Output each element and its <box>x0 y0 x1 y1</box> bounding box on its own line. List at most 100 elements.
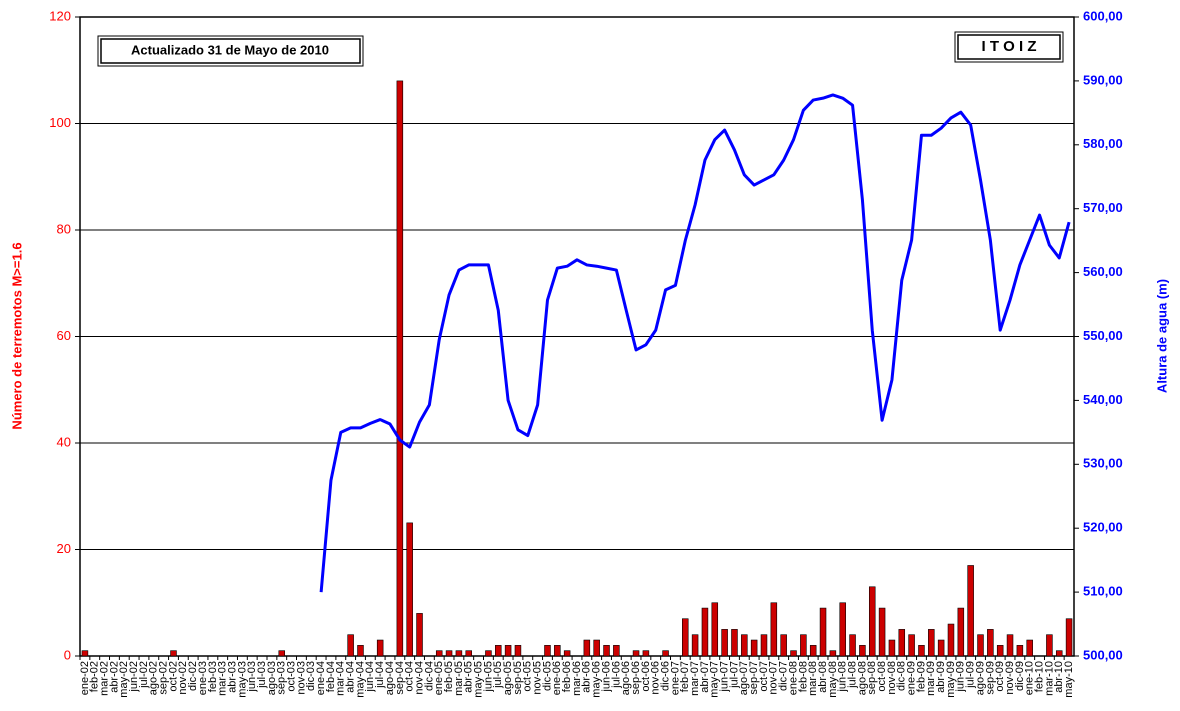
bar <box>996 645 1004 657</box>
x-tick-label: abr-09 <box>935 661 947 693</box>
x-tick-label: mar-03 <box>217 661 229 696</box>
x-tick-label: oct-07 <box>758 661 770 692</box>
x-tick-label: ago-07 <box>738 661 750 695</box>
y-tick-label: 0 <box>64 647 71 662</box>
plot-frame <box>79 16 1075 657</box>
bar <box>593 639 600 657</box>
bar <box>898 629 906 657</box>
x-tick-label: may-04 <box>354 661 366 698</box>
bar <box>455 650 463 657</box>
bar <box>1026 639 1033 657</box>
x-tick-label: dic-07 <box>778 661 790 691</box>
x-tick-label: jul-06 <box>610 661 622 689</box>
x-tick-label: may-08 <box>827 661 839 698</box>
x-tick-label: oct-02 <box>167 661 179 692</box>
x-tick-label: nov-05 <box>532 661 544 695</box>
bar <box>741 634 748 657</box>
x-tick-label: abr-06 <box>581 661 593 693</box>
x-tick-label: jul-05 <box>492 661 504 689</box>
x-tick-label: mar-07 <box>689 661 701 696</box>
y2-tick-label: 560,00 <box>1083 264 1123 279</box>
x-tick-label: nov-07 <box>768 661 780 695</box>
x-tick-label: mar-08 <box>807 661 819 696</box>
bar <box>396 80 404 657</box>
bar <box>563 650 571 657</box>
annotation-box <box>100 38 361 64</box>
bar <box>347 634 354 657</box>
bar <box>928 629 935 657</box>
y2-tick-label: 500,00 <box>1083 647 1123 662</box>
bar <box>1016 645 1024 657</box>
bar <box>170 650 177 657</box>
bar <box>800 634 807 657</box>
x-tick-label: ene-05 <box>433 661 445 695</box>
bar <box>701 607 709 657</box>
bar <box>849 634 856 657</box>
x-tick-label: jul-04 <box>374 661 386 689</box>
bar <box>554 645 561 657</box>
bar <box>918 645 925 657</box>
x-tick-label: nov-02 <box>177 661 189 695</box>
x-tick-label: ago-03 <box>266 661 278 695</box>
x-tick-label: jul-08 <box>846 661 858 689</box>
x-tick-label: ago-06 <box>620 661 632 695</box>
y2-tick-label: 550,00 <box>1083 328 1123 343</box>
x-tick-label: jun-05 <box>482 661 494 693</box>
x-tick-label: nov-04 <box>413 661 425 695</box>
x-tick-label: feb-07 <box>679 661 691 692</box>
x-tick-label: abr-03 <box>226 661 238 693</box>
x-tick-label: ene-02 <box>79 661 91 695</box>
x-tick-label: ene-06 <box>551 661 563 695</box>
y2-tick-label: 530,00 <box>1083 456 1123 471</box>
bar <box>908 634 915 657</box>
annotation-box <box>97 35 364 67</box>
x-tick-label: ago-08 <box>856 661 868 695</box>
bar <box>445 650 453 657</box>
x-tick-label: may-10 <box>1063 661 1075 698</box>
bar <box>504 645 512 657</box>
bar <box>839 602 846 657</box>
x-tick-label: dic-03 <box>305 661 317 691</box>
y-axis-title: Número de terremotos M>=1.6 <box>9 242 24 429</box>
x-tick-label: oct-04 <box>404 661 416 692</box>
x-tick-label: abr-05 <box>463 661 475 693</box>
x-tick-label: sep-09 <box>984 661 996 695</box>
x-tick-label: feb-08 <box>797 661 809 692</box>
x-tick-label: ago-02 <box>148 661 160 695</box>
y-tick-label: 80 <box>57 221 71 236</box>
bar <box>829 650 837 657</box>
bar <box>947 623 955 657</box>
bar <box>613 645 620 657</box>
y2-tick-label: 580,00 <box>1083 136 1123 151</box>
bar <box>731 629 738 657</box>
x-tick-label: jul-03 <box>256 661 268 689</box>
y-tick-label: 20 <box>57 541 71 556</box>
x-tick-label: may-03 <box>236 661 248 698</box>
bar <box>376 639 384 657</box>
bar <box>760 634 768 657</box>
x-tick-label: sep-06 <box>630 661 642 695</box>
x-tick-label: ene-10 <box>1024 661 1036 695</box>
x-tick-label: nov-06 <box>650 661 662 695</box>
x-tick-label: feb-09 <box>915 661 927 692</box>
bar <box>642 650 650 657</box>
annotation: Actualizado 31 de Mayo de 2010 <box>131 42 329 57</box>
bar <box>357 645 364 657</box>
x-tick-label: jun-07 <box>719 661 731 693</box>
x-tick-label: mar-10 <box>1043 661 1055 696</box>
x-tick-label: abr-04 <box>345 661 357 693</box>
bar <box>632 650 640 657</box>
x-tick-label: may-06 <box>591 661 603 698</box>
bar <box>780 634 787 657</box>
bar <box>878 607 886 657</box>
x-tick-label: mar-09 <box>925 661 937 696</box>
x-tick-label: feb-03 <box>207 661 219 692</box>
bar <box>809 645 817 657</box>
bar <box>977 634 984 657</box>
x-tick-label: sep-08 <box>866 661 878 695</box>
bar <box>770 602 778 657</box>
x-tick-label: abr-02 <box>108 661 120 693</box>
x-tick-label: may-07 <box>709 661 721 698</box>
x-tick-label: jun-04 <box>364 661 376 693</box>
bar <box>859 645 866 657</box>
